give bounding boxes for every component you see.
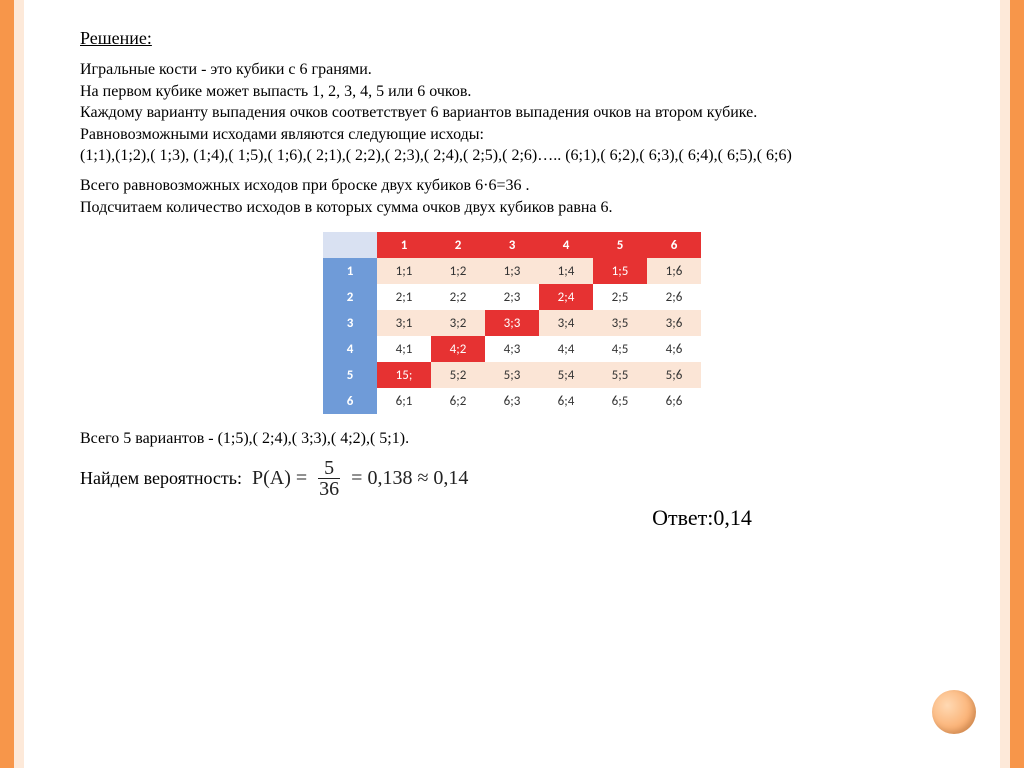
table-cell: 1;6: [647, 258, 701, 284]
formula-lhs: P(A) =: [252, 467, 307, 490]
table-cell: 4;2: [431, 336, 485, 362]
table-cell: 3;4: [539, 310, 593, 336]
formula-line: Найдем вероятность: P(A) = 5 36 = 0,138 …: [80, 458, 944, 499]
fraction: 5 36: [313, 458, 345, 499]
table-cell: 5;2: [431, 362, 485, 388]
table-cell: 6;6: [647, 388, 701, 414]
answer-text: Ответ:0,14: [460, 505, 944, 531]
table-cell: 6;4: [539, 388, 593, 414]
table-cell: 4;3: [485, 336, 539, 362]
content-area: Решение: Игральные кости - это кубики с …: [80, 28, 944, 531]
left-border-inner: [14, 0, 24, 768]
col-header: 4: [539, 232, 593, 258]
table-cell: 3;3: [485, 310, 539, 336]
table-cell: 2;2: [431, 284, 485, 310]
heading: Решение:: [80, 28, 944, 49]
table-corner: [323, 232, 377, 258]
table-cell: 3;2: [431, 310, 485, 336]
row-header: 2: [323, 284, 377, 310]
outcome-table-wrap: 12345611;11;21;31;41;51;622;12;22;32;42;…: [80, 232, 944, 414]
row-header: 4: [323, 336, 377, 362]
row-header: 6: [323, 388, 377, 414]
right-border: [1010, 0, 1024, 768]
table-cell: 6;1: [377, 388, 431, 414]
formula-rhs: = 0,138 ≈ 0,14: [351, 467, 468, 490]
table-cell: 5;4: [539, 362, 593, 388]
slide: Решение: Игральные кости - это кубики с …: [0, 0, 1024, 768]
table-cell: 4;5: [593, 336, 647, 362]
decorative-circle-icon: [932, 690, 976, 734]
formula-label: Найдем вероятность:: [80, 468, 242, 489]
table-cell: 1;1: [377, 258, 431, 284]
table-cell: 2;6: [647, 284, 701, 310]
table-cell: 1;5: [593, 258, 647, 284]
col-header: 6: [647, 232, 701, 258]
table-cell: 2;4: [539, 284, 593, 310]
col-header: 1: [377, 232, 431, 258]
probability-formula: P(A) = 5 36 = 0,138 ≈ 0,14: [252, 458, 468, 499]
table-cell: 15;: [377, 362, 431, 388]
left-border: [0, 0, 14, 768]
table-cell: 3;1: [377, 310, 431, 336]
table-cell: 6;2: [431, 388, 485, 414]
row-header: 5: [323, 362, 377, 388]
paragraph-2: Всего равновозможных исходов при броске …: [80, 175, 944, 218]
col-header: 3: [485, 232, 539, 258]
col-header: 2: [431, 232, 485, 258]
table-cell: 2;3: [485, 284, 539, 310]
table-cell: 1;3: [485, 258, 539, 284]
row-header: 3: [323, 310, 377, 336]
table-cell: 5;3: [485, 362, 539, 388]
table-cell: 6;3: [485, 388, 539, 414]
table-cell: 3;6: [647, 310, 701, 336]
table-cell: 1;4: [539, 258, 593, 284]
table-cell: 1;2: [431, 258, 485, 284]
table-cell: 2;5: [593, 284, 647, 310]
table-cell: 6;5: [593, 388, 647, 414]
fraction-numerator: 5: [318, 458, 340, 479]
table-cell: 5;6: [647, 362, 701, 388]
row-header: 1: [323, 258, 377, 284]
table-cell: 2;1: [377, 284, 431, 310]
table-cell: 3;5: [593, 310, 647, 336]
outcome-table: 12345611;11;21;31;41;51;622;12;22;32;42;…: [323, 232, 701, 414]
table-cell: 5;5: [593, 362, 647, 388]
table-cell: 4;4: [539, 336, 593, 362]
col-header: 5: [593, 232, 647, 258]
fraction-denominator: 36: [313, 479, 345, 499]
paragraph-1: Игральные кости - это кубики с 6 гранями…: [80, 59, 944, 167]
table-cell: 4;1: [377, 336, 431, 362]
right-border-inner: [1000, 0, 1010, 768]
paragraph-3: Всего 5 вариантов - (1;5),( 2;4),( 3;3),…: [80, 428, 944, 450]
table-cell: 4;6: [647, 336, 701, 362]
